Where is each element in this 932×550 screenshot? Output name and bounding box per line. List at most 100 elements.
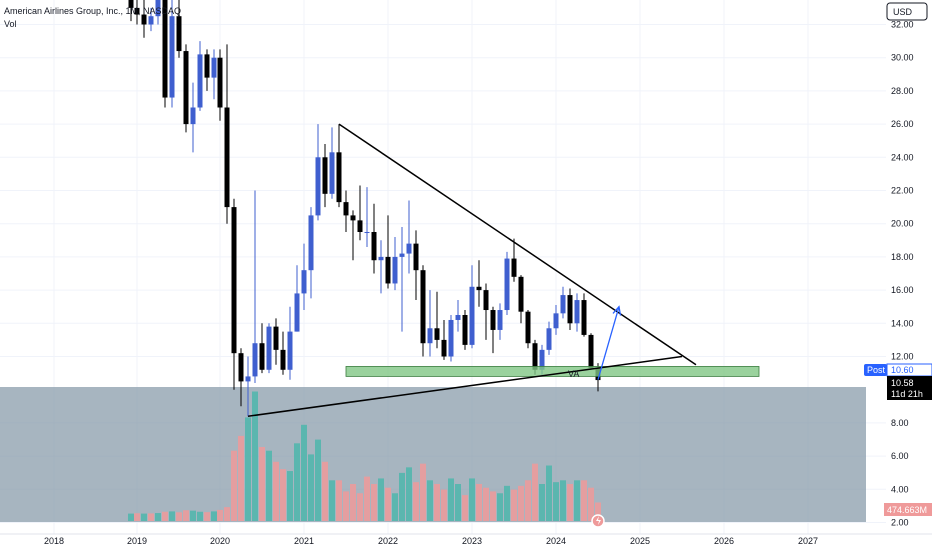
price-tick-label: 24.00 [891,152,914,162]
candle-body [406,243,412,254]
price-tick-label: 32.00 [891,20,914,30]
candle-body [231,207,237,354]
projection-arrow-head [612,305,622,316]
volume-bar [455,484,461,521]
volume-bar [399,472,405,521]
drawings: VA [247,123,760,418]
time-tick-label: 2019 [127,536,147,546]
price-axis: 32.00 30.00 28.00 26.00 24.00 22.00 20.00 18.00… [886,2,928,528]
candle-body [371,232,377,261]
candle-body [176,16,182,52]
candle-body [553,313,559,329]
candle-body [197,54,203,108]
volume-bar [231,450,237,521]
candle-body [252,343,258,377]
volume-bar [483,487,489,521]
post-price: 10.60 [891,365,914,375]
countdown: 11d 21h [891,389,923,399]
volume-bar [128,513,134,521]
candle-body [357,220,363,232]
volume-bar [511,489,517,521]
volume-bar [595,502,601,521]
candle-body [567,295,573,324]
time-tick-label: 2020 [210,536,230,546]
volume-bar [280,469,286,521]
last-price: 10.58 [891,378,914,388]
projection-arrow [597,306,620,380]
symbol-title[interactable]: American Airlines Group, Inc., 1M, NASDA… [4,6,182,16]
price-tick-label: 22.00 [891,186,914,196]
ascending-trendline [247,355,683,418]
candle-body [280,349,286,370]
candle-body [128,0,134,8]
candle-body [581,300,587,335]
volume-bar [224,507,230,521]
time-tick-label: 2024 [546,536,566,546]
candle-body [378,256,384,261]
price-tick-label: 30.00 [891,53,914,63]
descending-trendline [338,123,697,366]
candle-body [497,310,503,330]
volume-bar [301,424,307,521]
candle-body [511,258,517,277]
price-tick-label: 16.00 [891,285,914,295]
currency-box [886,2,928,21]
price-tick-label: 14.00 [891,318,914,328]
candle-body [483,290,489,311]
volume-bar [217,509,223,521]
volume-bar [329,480,335,521]
volume-legend[interactable]: Vol [4,19,17,29]
price-tick-label: 4.00 [891,484,909,494]
volume-bar [532,463,538,521]
candle-body [427,328,433,344]
price-tick-label: 26.00 [891,119,914,129]
volume-bar [266,450,272,521]
candle-body [308,215,314,271]
volume-bar [308,454,314,521]
candle-body [315,157,321,216]
volume-bar [336,480,342,521]
candle-body [546,328,552,350]
volume-bar [190,510,196,521]
candle-body [448,319,454,357]
volume-bar [476,484,482,521]
volume-bar [259,447,265,521]
volume-bar [350,484,356,521]
volume-bar [546,465,552,521]
volume-bar [560,480,566,521]
price-tick-label: 18.00 [891,252,914,262]
volume-bar [134,513,140,521]
volume-bar [434,484,440,521]
volume-bar [574,480,580,521]
volume-bar [504,485,510,521]
volume-bar [518,485,524,521]
candle-body [259,343,265,370]
candle-body [238,353,244,382]
candle-body [469,286,475,345]
annotation-label: VA [568,369,579,379]
volume-bar [273,461,279,521]
volume-bar [357,493,363,521]
time-tick-label: 2018 [44,536,64,546]
candle-body [434,328,440,340]
volume-bar [322,461,328,521]
volume-bar [490,491,496,521]
candle-body [399,253,405,257]
volume-bar [413,482,419,521]
volume-bar [567,484,573,521]
candle-body [420,270,426,344]
volume-bar [364,476,370,521]
volume-bar [427,480,433,521]
volume-bar [553,482,559,521]
candle-body [224,107,230,208]
candle-body [211,57,217,78]
volume-bar [169,511,175,521]
price-tick-label: 28.00 [891,86,914,96]
volume-bar [183,510,189,521]
candle-body [273,326,279,350]
candle-body [413,243,419,271]
post-badge [864,364,887,376]
volume-bar [141,513,147,521]
